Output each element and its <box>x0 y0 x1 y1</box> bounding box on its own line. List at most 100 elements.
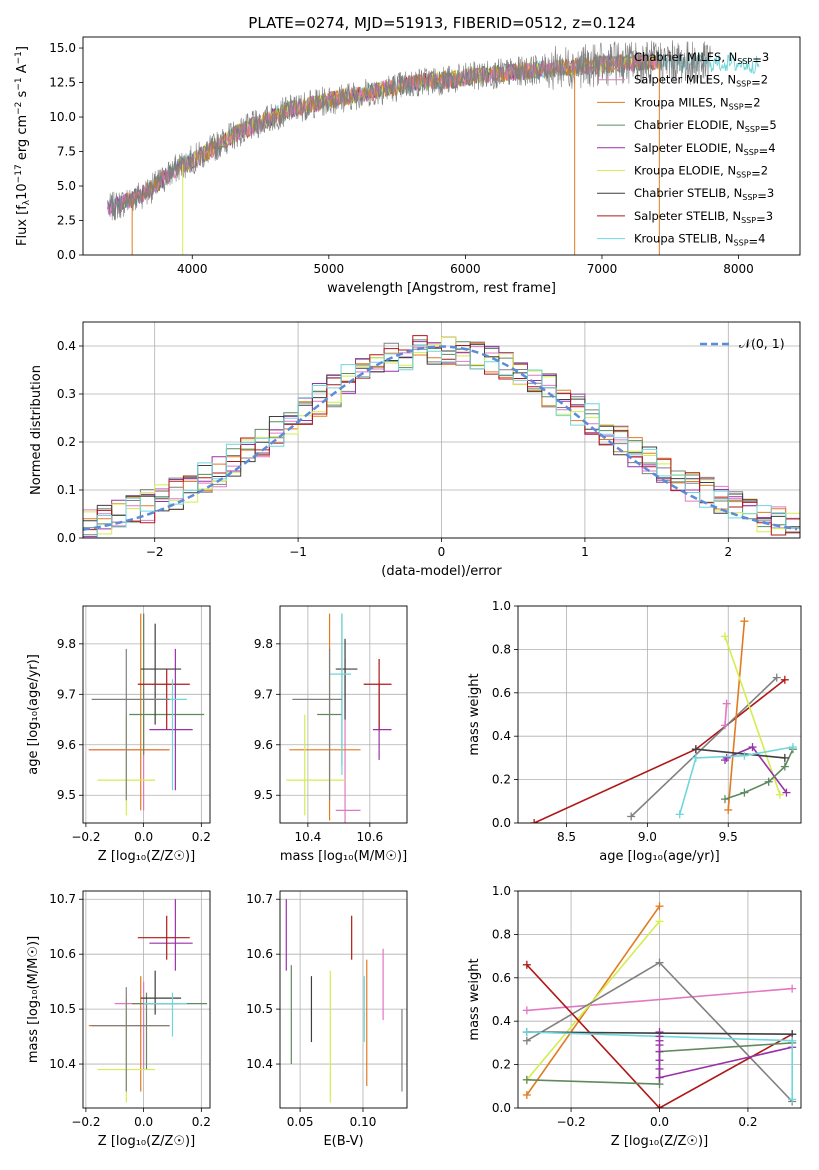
y-axis-label: mass weight <box>467 673 482 755</box>
legend-label: Salpeter ELODIE, NSSP=4 <box>634 141 776 158</box>
legend-n: , N <box>728 141 744 155</box>
weight-marker <box>522 1028 531 1037</box>
x-tick-label: −1 <box>289 545 307 559</box>
errorbar-point <box>149 899 193 971</box>
histogram-salpeter-miles <box>83 342 800 536</box>
axes-frame <box>82 36 801 256</box>
x-tick-label: 0.05 <box>287 1115 314 1129</box>
plot-area <box>286 613 392 823</box>
legend-nssp-value: 2 <box>753 95 760 109</box>
normal-reference-curve <box>83 345 798 531</box>
x-axis-label: wavelength [Angstrom, rest frame] <box>327 281 556 296</box>
legend-n: , N <box>726 186 742 200</box>
y-axis-label-part: A <box>15 64 30 77</box>
plot-area <box>522 902 797 1108</box>
y-tick-label: 0.0 <box>57 248 76 262</box>
legend-label: Chabrier STELIB, NSSP=3 <box>634 186 774 203</box>
y-tick-label: 0.6 <box>492 686 511 700</box>
errorbar-point <box>137 915 190 960</box>
errorbar-point <box>363 658 392 730</box>
spectrum-series-salpeter-miles <box>107 53 658 217</box>
legend-n: , N <box>729 118 745 132</box>
y-axis-label-part: s <box>15 90 30 101</box>
legend-nssp-value: 2 <box>761 73 768 87</box>
errorbar-point <box>88 976 170 1092</box>
plot-area <box>107 40 760 255</box>
y-tick-label: 9.6 <box>57 738 76 752</box>
weight-marker <box>722 753 731 762</box>
errorbar-point <box>286 714 346 816</box>
x-axis-label: Z [log₁₀(Z/Z☉)] <box>98 849 195 864</box>
y-axis-label-part: λ <box>22 199 32 205</box>
legend-eq: = <box>756 212 766 226</box>
x-axis-label: Z [log₁₀(Z/Z☉)] <box>98 1134 195 1149</box>
weight-marker <box>655 1028 664 1037</box>
weight-marker <box>530 819 539 823</box>
y-tick-label: 5.0 <box>57 179 76 193</box>
histogram-chabrier-elodie <box>83 339 800 534</box>
y-tick-label: 0.0 <box>492 1101 511 1115</box>
legend-n: , N <box>721 50 737 64</box>
y-tick-label: 0.0 <box>492 816 511 830</box>
y-tick-label: 10.4 <box>49 1057 76 1071</box>
weight-marker <box>655 902 664 911</box>
spectrum-series-kroupa-miles <box>123 53 658 208</box>
weight-marker <box>788 743 797 752</box>
legend-label: Salpeter STELIB, NSSP=3 <box>634 209 773 226</box>
weight-marker <box>740 788 749 797</box>
y-tick-label: 10.5 <box>49 1002 76 1016</box>
x-axis-label: mass [log₁₀(M/M☉)] <box>280 849 407 864</box>
panel-weight-vs-age: 8.5 9.0 9.5 0.0 0.2 0.4 0.6 0.8 1.0 age [log₁₀(ag… <box>467 599 802 864</box>
x-tick-label: 0.0 <box>134 830 153 844</box>
legend-nssp-value: 2 <box>761 164 768 178</box>
legend-ssp-sub: SSP <box>742 193 757 202</box>
y-axis-label-part: Flux [f <box>15 205 30 246</box>
weight-marker <box>764 777 773 786</box>
x-tick-label: 0.2 <box>192 830 211 844</box>
weight-marker <box>780 753 789 762</box>
errorbar-point <box>91 987 170 1092</box>
legend-model-name: Kroupa STELIB <box>634 232 718 246</box>
x-tick-label: 7000 <box>587 262 618 276</box>
legend-eq: = <box>751 167 761 181</box>
panels: 4000 5000 6000 7000 80000.02.55.07.510.012.5… <box>14 36 802 1149</box>
panel-age-vs-mass: 10.4 10.6 9.5 9.6 9.7 9.8 mass [log₁₀(M/M☉)] <box>254 605 408 864</box>
y-tick-label: 0.6 <box>492 971 511 985</box>
errorbar-point <box>149 648 193 791</box>
weight-marker <box>748 743 757 752</box>
x-tick-label: 9.5 <box>719 830 738 844</box>
errorbar-point <box>143 679 187 791</box>
legend-label: Chabrier MILES, NSSP=3 <box>634 50 769 67</box>
weight-marker <box>655 917 664 926</box>
x-tick-label: 8000 <box>723 262 754 276</box>
y-tick-label: 10.7 <box>246 892 273 906</box>
y-tick-label: 10.5 <box>246 1002 273 1016</box>
weight-marker <box>772 673 781 682</box>
histogram-kroupa-stelib <box>83 345 800 538</box>
plot-area <box>285 899 403 1103</box>
legend-eq: = <box>744 98 754 112</box>
weight-marker <box>788 984 797 993</box>
y-tick-label: 15.0 <box>49 41 76 55</box>
y-tick-label: 10.6 <box>49 947 76 961</box>
legend-eq: = <box>757 189 767 203</box>
figure-title: PLATE=0274, MJD=51913, FIBERID=0512, z=0… <box>248 14 635 32</box>
y-tick-label: 9.8 <box>254 637 273 651</box>
plot-area <box>88 613 205 816</box>
weight-line <box>526 987 793 1012</box>
y-tick-label: 12.5 <box>49 76 76 90</box>
legend-ssp-sub: SSP <box>745 125 760 134</box>
weight-marker <box>720 721 729 730</box>
x-tick-label: 0 <box>438 545 446 559</box>
x-tick-label: 0.10 <box>350 1115 377 1129</box>
errorbar-point <box>329 613 352 776</box>
errorbar-point <box>140 623 182 725</box>
legend-eq: = <box>760 121 770 135</box>
legend-n: , N <box>718 232 734 246</box>
weight-marker <box>780 675 789 684</box>
spectrum-series-data <box>108 40 712 221</box>
weight-line <box>526 1031 793 1035</box>
weight-marker <box>724 805 733 814</box>
y-tick-label: 0.2 <box>57 435 76 449</box>
